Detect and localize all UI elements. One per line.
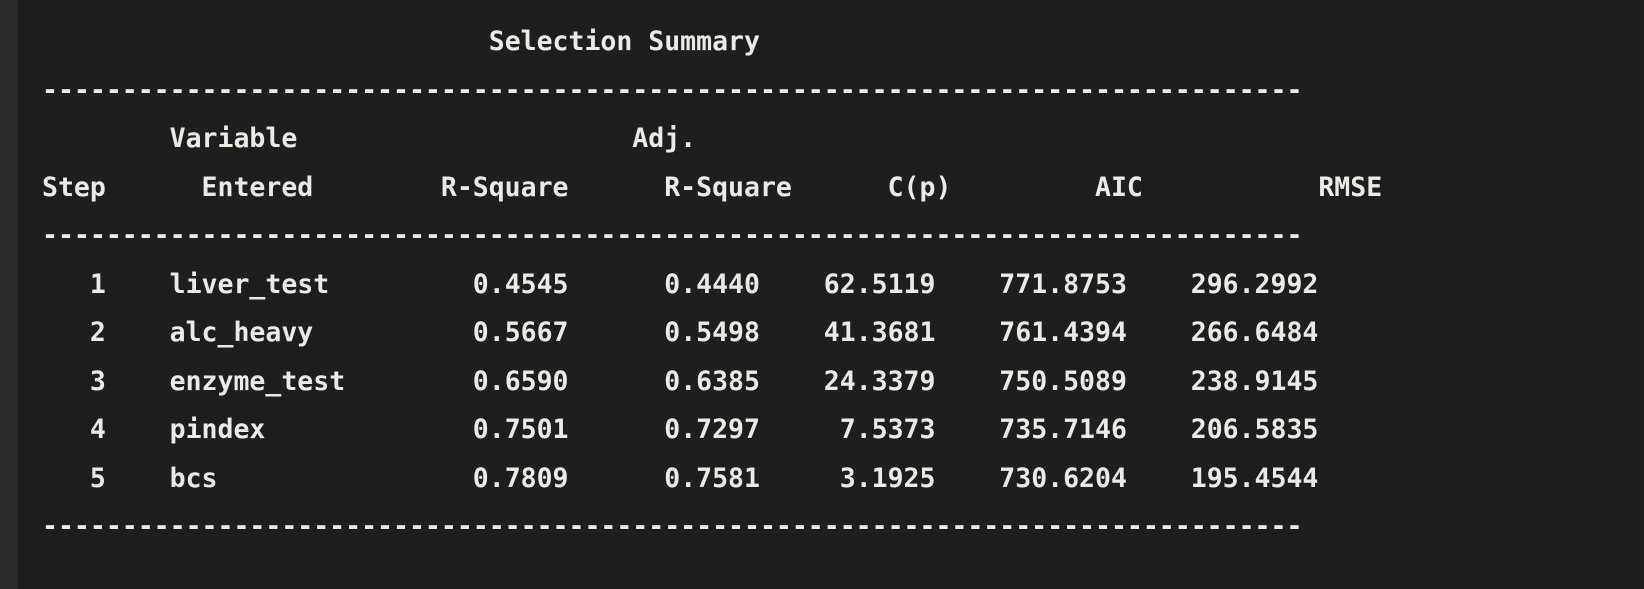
table-rule-bottom: ----------------------------------------… xyxy=(42,511,1303,542)
cell-aic: 735.7146 xyxy=(935,414,1127,445)
table-row: 2 alc_heavy 0.5667 0.5498 41.3681 761.43… xyxy=(42,309,1382,358)
cell-rmse: 266.6484 xyxy=(1126,317,1319,348)
cell-aic: 750.5089 xyxy=(935,365,1127,397)
cell-r-square: 0.7809 xyxy=(393,462,569,494)
cell-step: 2 xyxy=(42,317,106,348)
cell-variable: enzyme_test xyxy=(105,365,394,397)
cell-step: 3 xyxy=(42,365,106,397)
cell-r-square: 0.6590 xyxy=(393,365,569,397)
table-row: 5 bcs 0.7809 0.7581 3.1925 730.6204 195.… xyxy=(42,455,1382,504)
table-row: 1 liver_test 0.4545 0.4440 62.5119 771.8… xyxy=(42,261,1382,310)
cell-cp: 24.3379 xyxy=(759,365,936,397)
cell-adj-r-square: 0.4440 xyxy=(568,268,760,300)
cell-variable: pindex xyxy=(105,414,394,445)
cell-adj-r-square: 0.5498 xyxy=(568,317,760,348)
table-header-row-2: Step Entered R-Square R-Square C(p) AIC … xyxy=(42,171,1383,203)
cell-step: 5 xyxy=(42,462,106,494)
cell-adj-r-square: 0.7297 xyxy=(568,414,760,445)
cell-cp: 41.3681 xyxy=(759,317,936,348)
cell-r-square: 0.5667 xyxy=(393,317,569,348)
cell-step: 4 xyxy=(42,414,106,445)
cell-aic: 761.4394 xyxy=(935,317,1127,348)
cell-variable: alc_heavy xyxy=(105,317,394,348)
table-header-row-1: Variable Adj. xyxy=(42,123,1335,154)
editor-gutter xyxy=(0,0,18,589)
cell-aic: 771.8753 xyxy=(935,268,1127,300)
cell-rmse: 296.2992 xyxy=(1126,268,1319,300)
cell-cp: 62.5119 xyxy=(759,268,936,300)
cell-cp: 3.1925 xyxy=(759,462,936,494)
cell-rmse: 206.5835 xyxy=(1126,414,1319,445)
table-row: 4 pindex 0.7501 0.7297 7.5373 735.7146 2… xyxy=(42,406,1382,455)
cell-aic: 730.6204 xyxy=(935,462,1127,494)
table-row: 3 enzyme_test 0.6590 0.6385 24.3379 750.… xyxy=(42,358,1382,407)
cell-rmse: 195.4544 xyxy=(1126,462,1319,494)
cell-rmse: 238.9145 xyxy=(1126,365,1319,397)
table-rule-header: ----------------------------------------… xyxy=(42,220,1303,251)
cell-r-square: 0.7501 xyxy=(393,414,569,445)
cell-variable: bcs xyxy=(105,462,394,494)
cell-adj-r-square: 0.6385 xyxy=(568,365,760,397)
table-title-text: Selection Summary xyxy=(488,26,760,57)
table-rule-top: ----------------------------------------… xyxy=(42,74,1303,106)
cell-cp: 7.5373 xyxy=(759,414,936,445)
cell-variable: liver_test xyxy=(105,268,394,300)
table-title: Selection Summary xyxy=(42,18,1382,67)
cell-step: 1 xyxy=(42,268,106,300)
cell-r-square: 0.4545 xyxy=(393,268,569,300)
cell-adj-r-square: 0.7581 xyxy=(568,462,760,494)
console-output: Selection Summary -----------------------… xyxy=(42,18,1382,552)
